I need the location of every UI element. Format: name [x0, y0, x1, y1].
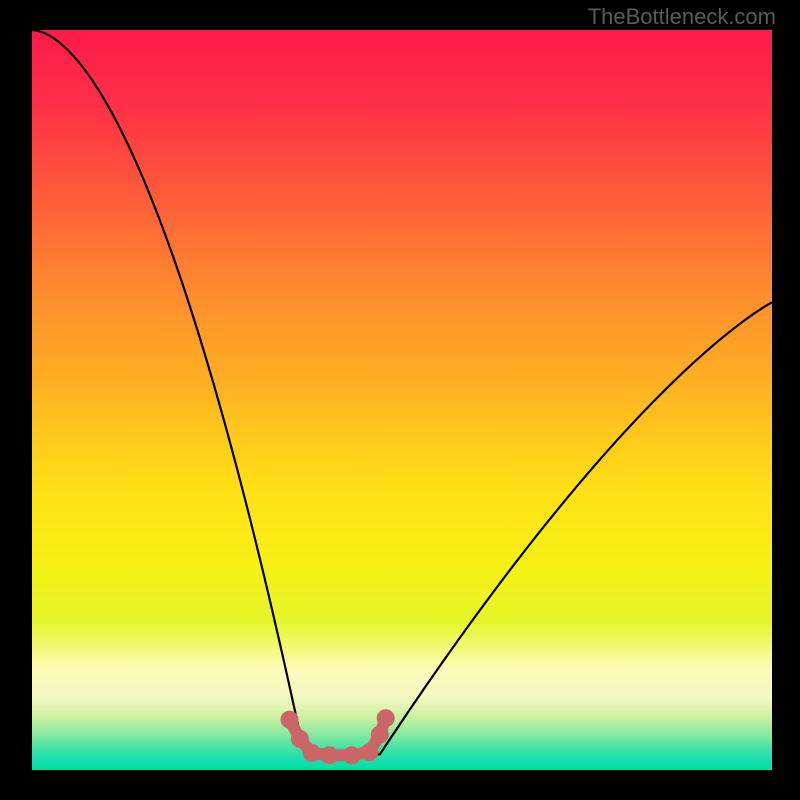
chart-frame: TheBottleneck.com [0, 0, 800, 800]
watermark-text: TheBottleneck.com [588, 4, 776, 30]
highlight-dot [281, 711, 299, 729]
highlight-dot [343, 746, 361, 764]
plot-area [32, 30, 772, 770]
highlight-dot [291, 730, 309, 748]
highlight-dot [371, 725, 389, 743]
chart-svg [32, 30, 772, 770]
gradient-background [32, 30, 772, 770]
highlight-dot [377, 709, 395, 727]
highlight-dot [320, 746, 338, 764]
highlight-dot [303, 744, 321, 762]
highlight-dot [360, 743, 378, 761]
